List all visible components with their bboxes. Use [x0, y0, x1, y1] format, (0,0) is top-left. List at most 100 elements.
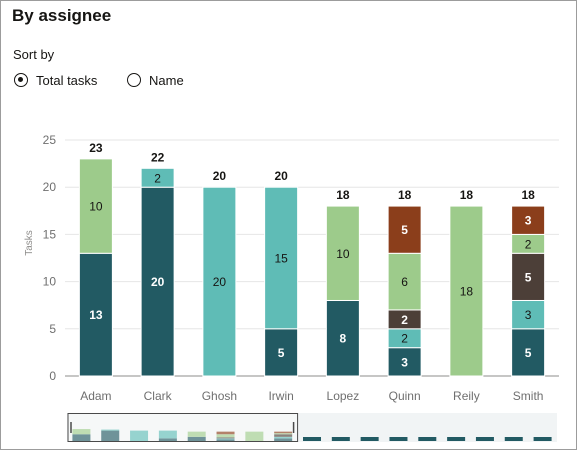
bar-segment-label: 15 — [274, 252, 288, 266]
bar-segment[interactable] — [264, 186, 299, 330]
bar-segment[interactable] — [264, 328, 299, 377]
bar-segment[interactable] — [511, 205, 546, 235]
overview-bar — [216, 431, 235, 435]
overview-bar — [360, 437, 379, 441]
overview-bar — [274, 436, 293, 439]
bar-segment-label: 2 — [401, 332, 408, 346]
bar-segment[interactable] — [202, 186, 237, 377]
bar-segment-label: 13 — [89, 308, 103, 322]
bar-segment[interactable] — [511, 252, 546, 301]
bar-segment[interactable] — [511, 328, 546, 377]
overview-bar — [130, 430, 149, 441]
bar-total-label: 20 — [213, 169, 227, 183]
overview-bar — [101, 429, 120, 431]
overview-bar — [72, 429, 91, 435]
x-tick-label: Adam — [80, 389, 111, 403]
overview-bar — [216, 438, 235, 440]
bar-segment-label: 5 — [278, 346, 285, 360]
x-tick-label: Smith — [513, 389, 544, 403]
bar-segment[interactable] — [387, 347, 422, 377]
bar-segment[interactable] — [140, 167, 175, 188]
bar-segment-label: 2 — [401, 313, 408, 327]
panel-title: By assignee — [12, 6, 112, 25]
overview-bar — [274, 434, 293, 437]
overview-bar — [216, 439, 235, 441]
sort-name-label: Name — [149, 72, 184, 88]
overview-bar — [447, 437, 466, 441]
overview-bar — [274, 431, 293, 434]
overview-bar — [274, 438, 293, 441]
overview-bar — [245, 431, 264, 441]
radio-unselected-icon[interactable] — [127, 73, 141, 87]
sort-by-label: Sort by — [13, 47, 55, 62]
bar-segment-label: 10 — [89, 200, 103, 214]
overview-bar — [331, 437, 350, 441]
sort-total-tasks-radio[interactable]: Total tasks — [14, 71, 97, 89]
bar-segment[interactable] — [387, 252, 422, 311]
radio-selected-icon[interactable] — [14, 73, 28, 87]
bar-total-label: 20 — [274, 169, 288, 183]
overview-bar — [187, 431, 206, 437]
x-tick-label: Irwin — [268, 389, 293, 403]
bar-segment-label: 18 — [460, 285, 474, 299]
bar-segment[interactable] — [140, 186, 175, 377]
overview-bar — [389, 437, 408, 441]
y-tick-label: 20 — [43, 180, 57, 194]
y-tick-label: 25 — [43, 133, 57, 147]
bar-segment-label: 3 — [401, 355, 408, 369]
bar-segment-label: 3 — [525, 308, 532, 322]
bar-total-label: 22 — [151, 150, 165, 164]
overview-bar — [187, 436, 206, 441]
bar-segment-label: 5 — [401, 223, 408, 237]
y-tick-label: 10 — [43, 275, 57, 289]
overview-bar — [101, 430, 120, 441]
bar-segment-label: 2 — [154, 171, 161, 185]
sort-name-radio[interactable]: Name — [127, 71, 184, 89]
bar-segment[interactable] — [78, 158, 113, 254]
overview-bar — [158, 430, 177, 439]
bar-segment-label: 3 — [525, 214, 532, 228]
bar-segment[interactable] — [511, 299, 546, 330]
bar-segment-label: 2 — [525, 237, 532, 251]
x-tick-label: Ghosh — [202, 389, 237, 403]
y-axis-title: Tasks — [24, 230, 35, 256]
x-tick-label: Reily — [453, 389, 480, 403]
y-tick-label: 15 — [43, 227, 57, 241]
overview-bar — [475, 437, 494, 441]
x-tick-label: Lopez — [327, 389, 360, 403]
overview-bar — [418, 437, 437, 441]
bar-total-label: 18 — [336, 188, 350, 202]
bar-segment-label: 5 — [525, 346, 532, 360]
bar-segment[interactable] — [78, 252, 113, 377]
bar-segment[interactable] — [449, 205, 484, 377]
bar-segment-label: 10 — [336, 247, 350, 261]
overview-bar — [72, 434, 91, 441]
y-tick-label: 5 — [49, 322, 56, 336]
sort-total-tasks-label: Total tasks — [36, 72, 98, 88]
overview-bar — [216, 437, 235, 439]
x-tick-label: Quinn — [389, 389, 421, 403]
bar-segment-label: 6 — [401, 275, 408, 289]
bar-total-label: 23 — [89, 141, 103, 155]
bar-segment[interactable] — [325, 299, 360, 377]
bar-total-label: 18 — [460, 188, 474, 202]
overview-bar — [216, 434, 235, 438]
overview-bar — [504, 437, 523, 441]
bar-segment[interactable] — [387, 205, 422, 254]
overview-selection-window[interactable] — [67, 413, 299, 442]
bar-segment-label: 8 — [340, 332, 347, 346]
y-tick-label: 0 — [49, 369, 56, 383]
bar-segment-label: 20 — [213, 275, 227, 289]
overview-bar — [303, 437, 321, 441]
bar-segment[interactable] — [325, 205, 360, 301]
bar-total-label: 18 — [521, 188, 535, 202]
overview-bar — [158, 438, 177, 441]
overview-bar — [274, 433, 293, 435]
bar-segment-label: 5 — [525, 270, 532, 284]
x-tick-label: Clark — [144, 389, 173, 403]
overview-bar — [533, 437, 552, 441]
bar-segment-label: 20 — [151, 275, 165, 289]
bar-total-label: 18 — [398, 188, 412, 202]
